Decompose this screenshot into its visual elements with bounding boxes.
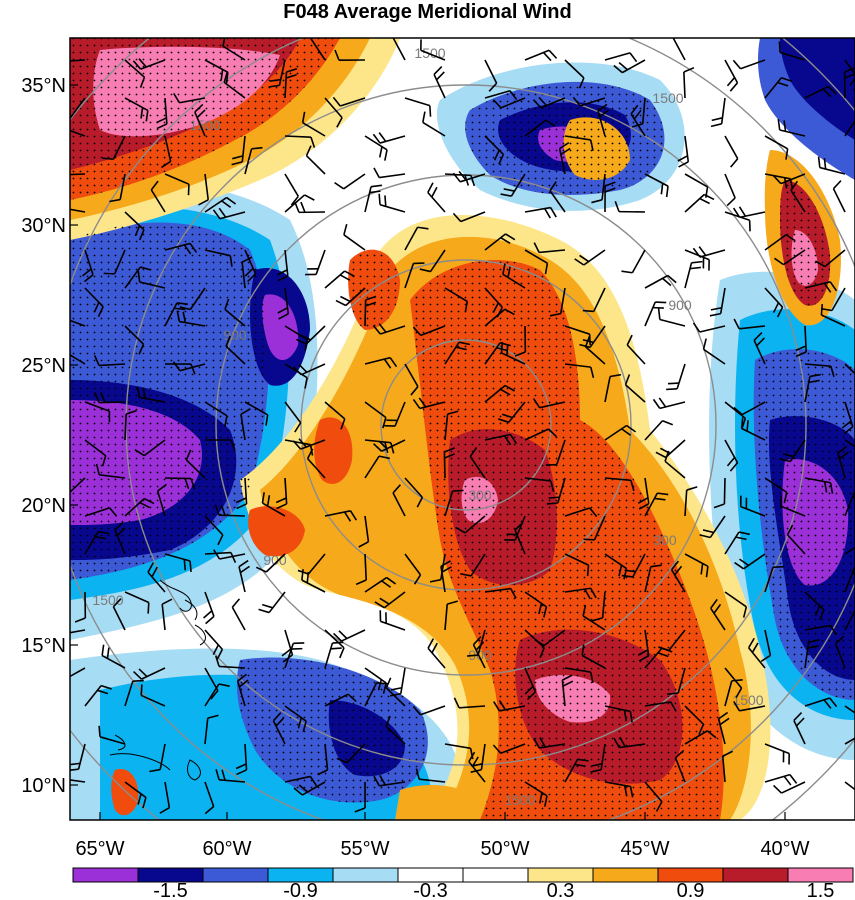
lat-label-20n: 20°N	[21, 495, 66, 517]
colorbar-tick-label: -0.3	[413, 880, 447, 900]
ring-label: 1500	[652, 90, 683, 106]
ring-label: 900	[223, 327, 247, 343]
ring-label: 900	[263, 552, 287, 568]
colorbar-segment	[723, 868, 788, 882]
lon-label-45w: 45°W	[620, 838, 669, 860]
colorbar-segment	[203, 868, 268, 882]
colorbar-segment	[593, 868, 658, 882]
colorbar-tick-label: 0.9	[677, 880, 705, 900]
lat-label-25n: 25°N	[21, 355, 66, 377]
lon-label-60w: 60°W	[202, 838, 251, 860]
lat-label-10n: 10°N	[21, 775, 66, 797]
latitude-labels: 35°N 30°N 25°N 20°N 15°N 10°N	[21, 75, 66, 797]
longitude-labels: 65°W 60°W 55°W 50°W 45°W 40°W	[75, 838, 809, 860]
lon-label-40w: 40°W	[760, 838, 809, 860]
lat-label-30n: 30°N	[21, 215, 66, 237]
colorbar-tick-label: -1.5	[153, 880, 187, 900]
lon-label-55w: 55°W	[340, 838, 389, 860]
ring-label: 300	[653, 532, 677, 548]
colorbar-segment	[333, 868, 398, 882]
colorbar-tick-label: 0.3	[547, 880, 575, 900]
colorbar	[73, 868, 853, 882]
colorbar-tick-label: 1.5	[807, 880, 835, 900]
lon-label-65w: 65°W	[75, 838, 124, 860]
colorbar-tick-label: -0.9	[283, 880, 317, 900]
lon-label-50w: 50°W	[480, 838, 529, 860]
lat-label-35n: 35°N	[21, 75, 66, 97]
ring-label: 1500	[504, 792, 535, 808]
ring-label: 1500	[189, 117, 220, 133]
colorbar-segment	[463, 868, 528, 882]
colorbar-labels: -1.5 -0.9 -0.3 0.3 0.9 1.5	[153, 880, 834, 900]
lat-label-15n: 15°N	[21, 635, 66, 657]
ring-label: 300	[468, 487, 492, 503]
colorbar-segment	[73, 868, 138, 882]
ring-label: 900	[668, 297, 692, 313]
